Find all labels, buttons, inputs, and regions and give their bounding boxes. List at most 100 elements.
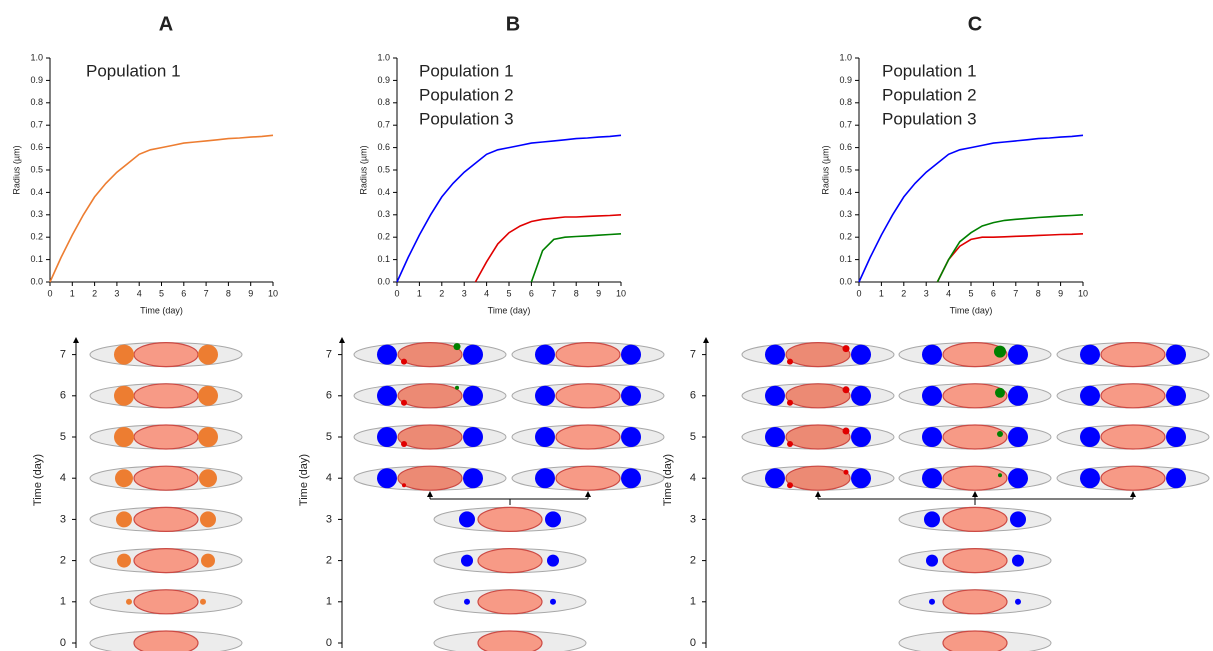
nucleus (942, 506, 1008, 533)
particle (401, 441, 407, 447)
particle (114, 344, 134, 365)
legend-entry: Population 1 (419, 61, 514, 80)
y-tick-label: 2 (690, 555, 696, 567)
y-tick-label: 0.9 (30, 75, 43, 85)
particle (200, 598, 206, 605)
particle (1080, 427, 1100, 447)
x-tick-label: 4 (946, 288, 951, 298)
x-tick-label: 1 (70, 288, 75, 298)
particle (1010, 511, 1026, 528)
y-tick-label: 0.6 (839, 142, 852, 152)
y-tick-label: 0.7 (30, 120, 43, 130)
x-tick-label: 9 (596, 288, 601, 298)
nucleus (477, 630, 543, 651)
line-series (936, 233, 1084, 283)
nucleus (133, 630, 199, 651)
chart-title: A (159, 13, 173, 35)
x-tick-label: 4 (484, 288, 489, 298)
particle (535, 427, 555, 447)
x-tick-label: 6 (181, 288, 186, 298)
x-axis-title: Time (day) (140, 305, 183, 315)
particle (843, 469, 849, 475)
particle (787, 482, 793, 489)
particle (1008, 427, 1028, 447)
y-tick-label: 0.4 (30, 187, 43, 197)
particle (402, 483, 406, 488)
nucleus (785, 465, 851, 491)
nucleus (942, 630, 1008, 651)
particle (922, 468, 942, 489)
y-tick-label: 0.1 (377, 254, 390, 264)
y-tick-label: 3 (326, 513, 332, 525)
x-tick-label: 3 (462, 288, 467, 298)
nucleus (133, 424, 199, 450)
particle (1015, 598, 1021, 605)
particle (621, 344, 641, 365)
y-tick-label: 0.1 (30, 254, 43, 264)
x-tick-label: 7 (1013, 288, 1018, 298)
x-tick-label: 1 (879, 288, 884, 298)
y-axis-title: Time (day) (662, 454, 674, 506)
particle (115, 469, 133, 488)
particle (851, 468, 871, 489)
particle (200, 511, 216, 528)
particle (787, 358, 793, 365)
particle (377, 427, 397, 447)
x-tick-label: 0 (856, 288, 861, 298)
nucleus (1100, 342, 1166, 368)
particle (1008, 385, 1028, 406)
particle (550, 598, 556, 605)
particle (995, 387, 1005, 398)
y-tick-label: 0.3 (30, 209, 43, 219)
nucleus (942, 547, 1008, 574)
nucleus (555, 383, 621, 409)
particle (998, 473, 1002, 478)
nucleus (397, 465, 463, 491)
particle (377, 385, 397, 406)
y-tick-label: 6 (60, 390, 66, 402)
y-tick-label: 0 (60, 637, 66, 649)
y-tick-label: 0.9 (377, 75, 390, 85)
particle (463, 344, 483, 365)
y-tick-label: 4 (326, 472, 332, 484)
line-series (49, 134, 274, 283)
nucleus (477, 589, 543, 615)
particle (926, 554, 938, 567)
particle (765, 427, 785, 447)
particle (455, 385, 459, 390)
nucleus (133, 506, 199, 533)
line-series (858, 134, 1084, 283)
y-tick-label: 0.5 (30, 164, 43, 174)
y-axis-title: Time (day) (32, 454, 44, 506)
y-tick-label: 0.0 (839, 276, 852, 286)
nucleus (942, 465, 1008, 491)
y-tick-label: 4 (60, 472, 66, 484)
particle (401, 399, 407, 406)
particle (787, 399, 793, 406)
y-tick-label: 0.7 (839, 120, 852, 130)
line-series (474, 214, 622, 283)
x-tick-label: 9 (1058, 288, 1063, 298)
x-tick-label: 6 (991, 288, 996, 298)
y-tick-label: 1.0 (30, 52, 43, 62)
particle (842, 345, 850, 353)
x-tick-label: 3 (114, 288, 119, 298)
y-tick-label: 2 (60, 555, 66, 567)
particle (787, 441, 793, 447)
particle (535, 385, 555, 406)
particle (1012, 554, 1024, 567)
particle (545, 511, 561, 528)
particle (1080, 344, 1100, 365)
particle (621, 385, 641, 406)
x-tick-label: 9 (248, 288, 253, 298)
y-tick-label: 3 (60, 513, 66, 525)
x-tick-label: 2 (439, 288, 444, 298)
y-tick-label: 0.9 (839, 75, 852, 85)
particle (463, 468, 483, 489)
particle (464, 598, 470, 605)
y-tick-label: 0.6 (30, 142, 43, 152)
nucleus (942, 342, 1008, 368)
nucleus (133, 547, 199, 574)
y-tick-label: 0 (690, 637, 696, 649)
